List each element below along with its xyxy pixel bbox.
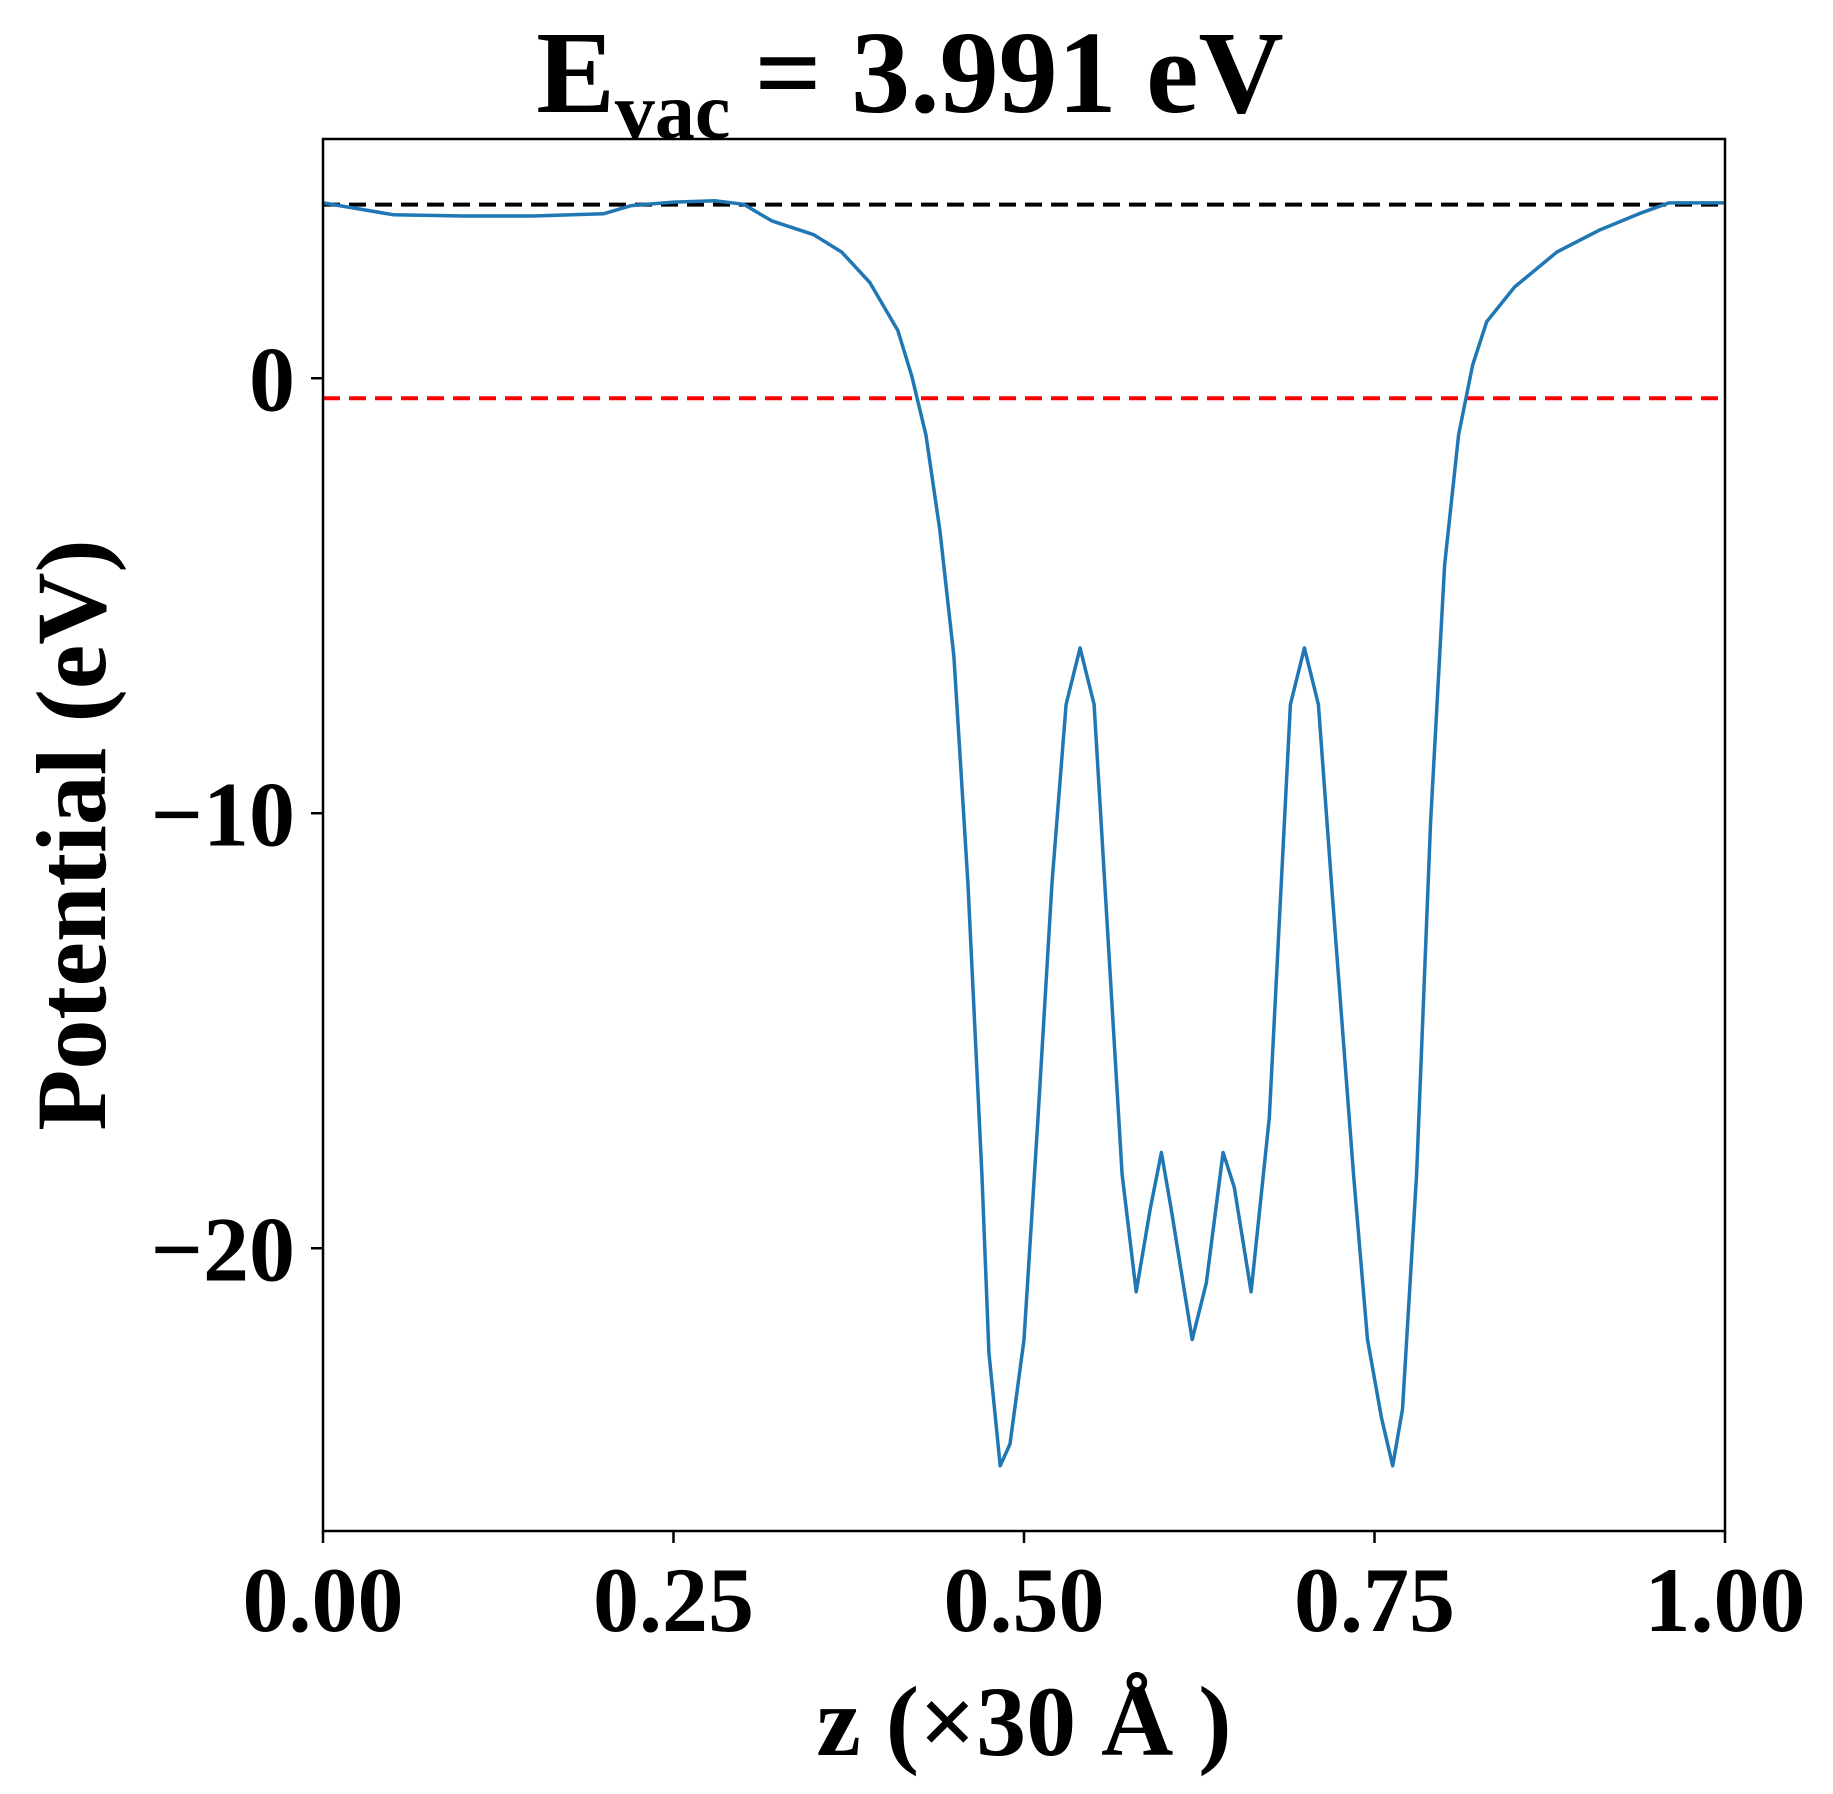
title-main: E [536, 7, 615, 138]
x-tick-label: 1.00 [1645, 1549, 1806, 1651]
chart-title: Evac = 3.991 eV [536, 7, 1284, 156]
x-axis-label: z (×30 Å ) [816, 1666, 1231, 1777]
x-tick-label: 0.75 [1294, 1549, 1455, 1651]
title-subscript: vac [615, 68, 731, 156]
y-axis-label: Potential (eV) [16, 539, 127, 1130]
potential-line [322, 199, 1725, 1468]
plot-frame [321, 137, 1727, 1533]
x-tick-label: 0.50 [944, 1549, 1105, 1651]
x-tick-label: 0.00 [243, 1549, 404, 1651]
y-tick-label: −20 [151, 1198, 295, 1300]
title-rest: = 3.991 eV [754, 7, 1283, 138]
y-tick-label: −10 [151, 763, 295, 865]
x-tick-label: 0.25 [593, 1549, 754, 1651]
y-tick-label: 0 [249, 328, 295, 430]
